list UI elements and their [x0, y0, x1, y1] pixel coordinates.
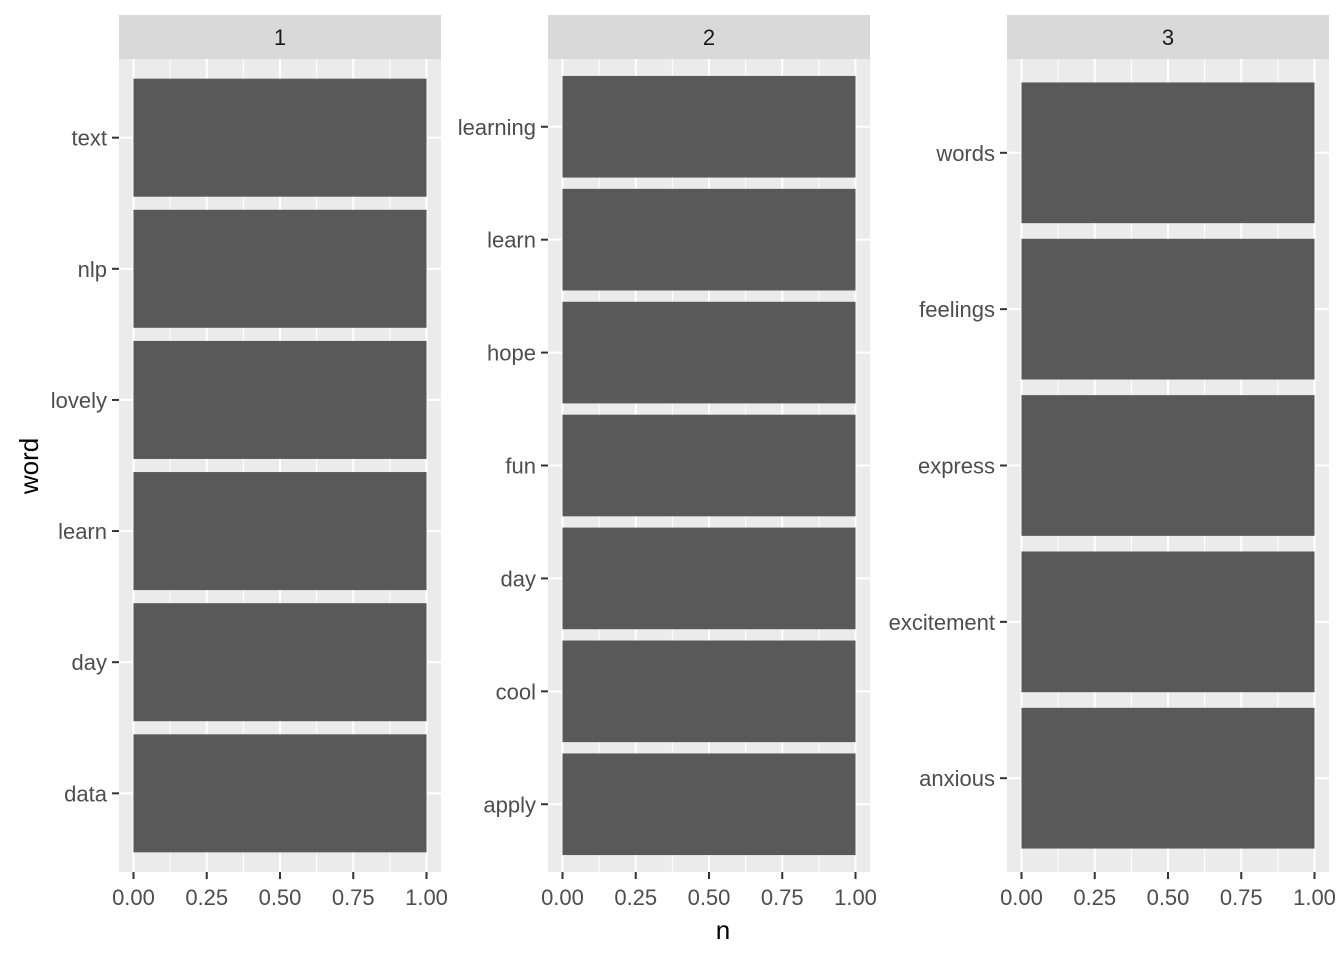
facet-strip-label: 1 — [274, 25, 286, 50]
x-tick-label: 0.25 — [614, 885, 657, 910]
bar — [133, 78, 427, 197]
facet-strip — [119, 15, 441, 59]
bar — [562, 527, 856, 630]
bar — [133, 209, 427, 328]
bar — [133, 734, 427, 853]
y-tick-label: learn — [487, 228, 536, 253]
y-tick-label: data — [64, 781, 108, 806]
y-tick-label: feelings — [919, 297, 995, 322]
x-tick-label: 1.00 — [834, 885, 877, 910]
y-tick-label: anxious — [919, 766, 995, 791]
x-tick-label: 0.50 — [259, 885, 302, 910]
y-tick-label: text — [72, 126, 107, 151]
y-tick-label: learning — [458, 115, 536, 140]
facet-strip-label: 2 — [703, 25, 715, 50]
y-tick-label: words — [935, 141, 995, 166]
bar — [562, 640, 856, 743]
x-tick-label: 0.25 — [1073, 885, 1116, 910]
y-tick-label: apply — [483, 792, 536, 817]
y-tick-label: cool — [496, 679, 536, 704]
x-tick-label: 0.00 — [112, 885, 155, 910]
y-tick-label: express — [918, 454, 995, 479]
bar — [1021, 82, 1315, 224]
y-tick-label: nlp — [78, 257, 107, 282]
bar — [1021, 238, 1315, 380]
y-tick-label: lovely — [51, 388, 107, 413]
y-tick-label: day — [501, 566, 536, 591]
bar — [133, 603, 427, 722]
x-tick-label: 0.75 — [1220, 885, 1263, 910]
x-tick-label: 1.00 — [1293, 885, 1336, 910]
facet-strip — [548, 15, 870, 59]
y-tick-label: day — [72, 650, 107, 675]
bar — [133, 340, 427, 459]
bar — [1021, 551, 1315, 693]
bar — [1021, 395, 1315, 536]
x-tick-label: 1.00 — [405, 885, 448, 910]
x-tick-label: 0.75 — [761, 885, 804, 910]
bar — [562, 188, 856, 291]
x-axis-title: n — [716, 915, 730, 945]
facet-strip — [1007, 15, 1329, 59]
x-tick-label: 0.00 — [1000, 885, 1043, 910]
bar — [562, 75, 856, 178]
bar — [133, 472, 427, 591]
x-tick-label: 0.50 — [688, 885, 731, 910]
bar — [562, 753, 856, 856]
y-axis-title: word — [14, 438, 44, 495]
x-tick-label: 0.75 — [332, 885, 375, 910]
bar — [1021, 707, 1315, 849]
x-tick-label: 0.25 — [185, 885, 228, 910]
bar — [562, 301, 856, 404]
x-tick-label: 0.50 — [1147, 885, 1190, 910]
facet-strip-label: 3 — [1162, 25, 1174, 50]
bar — [562, 414, 856, 517]
y-tick-label: learn — [58, 519, 107, 544]
y-tick-label: excitement — [889, 610, 995, 635]
y-tick-label: fun — [505, 454, 536, 479]
y-tick-label: hope — [487, 341, 536, 366]
x-tick-label: 0.00 — [541, 885, 584, 910]
